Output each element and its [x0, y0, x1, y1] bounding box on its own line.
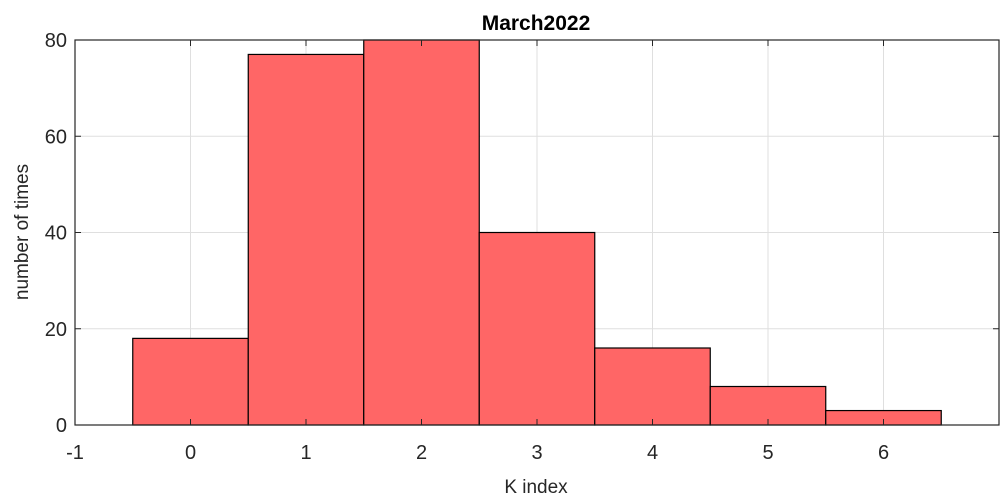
bar-k-0 — [132, 337, 249, 426]
y-tick-label: 40 — [45, 223, 67, 245]
bar-k-3 — [478, 231, 596, 426]
y-tick-label: 80 — [45, 30, 67, 52]
bar-k-4 — [594, 347, 711, 426]
bar-k-5 — [709, 385, 827, 426]
bars — [132, 39, 942, 426]
y-axis-ticks: 0 20 40 60 80 — [45, 30, 999, 437]
x-tick-label: 4 — [647, 442, 658, 464]
bar-k-1 — [247, 53, 365, 426]
y-axis-label: number of times — [12, 164, 33, 300]
x-tick-label: 3 — [531, 442, 542, 464]
x-tick-label: -1 — [66, 442, 84, 464]
bar-k-2 — [363, 39, 480, 426]
x-axis-ticks: -1 0 1 2 3 4 5 6 — [66, 40, 889, 464]
y-tick-label: 20 — [45, 319, 67, 341]
x-tick-label: 1 — [300, 442, 311, 464]
x-axis-label: K index — [504, 477, 568, 498]
x-tick-label: 2 — [416, 442, 427, 464]
y-tick-label: 0 — [56, 415, 67, 437]
x-tick-label: 0 — [185, 442, 196, 464]
x-tick-label: 6 — [878, 442, 889, 464]
x-tick-label: 5 — [762, 442, 773, 464]
y-tick-label: 60 — [45, 126, 67, 148]
chart-title: March2022 — [482, 12, 591, 35]
